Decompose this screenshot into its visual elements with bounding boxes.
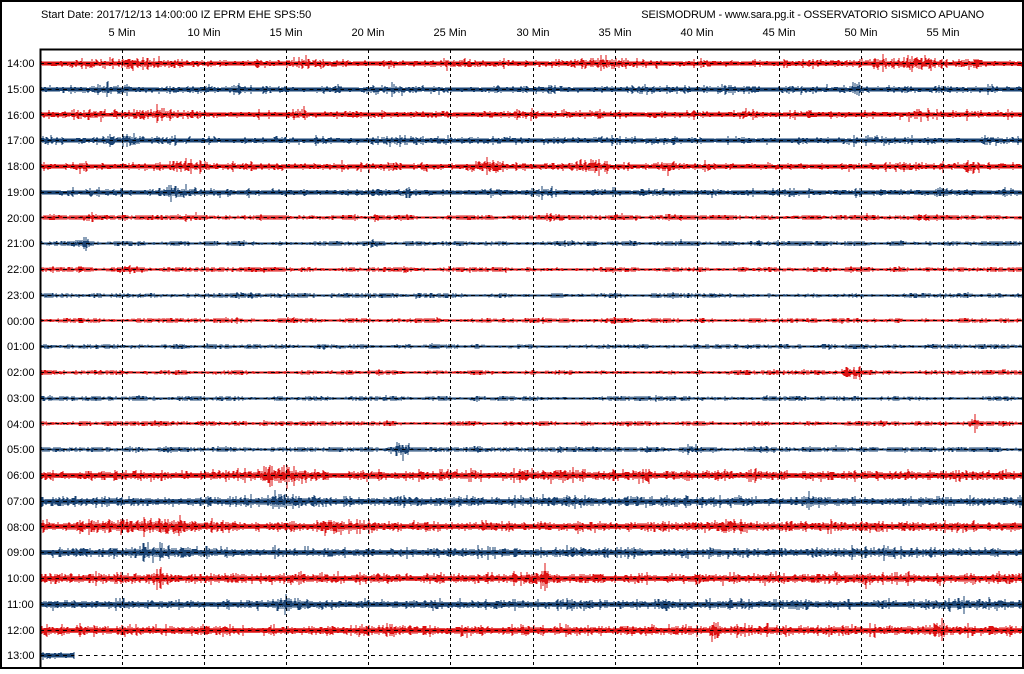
svg-text:01:00: 01:00	[7, 341, 35, 353]
svg-text:16:00: 16:00	[7, 110, 35, 122]
svg-text:06:00: 06:00	[7, 470, 35, 482]
svg-text:09:00: 09:00	[7, 547, 35, 559]
svg-text:20 Min: 20 Min	[351, 27, 384, 39]
svg-text:23:00: 23:00	[7, 290, 35, 302]
svg-text:05:00: 05:00	[7, 444, 35, 456]
svg-text:12:00: 12:00	[7, 625, 35, 637]
svg-text:20:00: 20:00	[7, 213, 35, 225]
svg-text:13:00: 13:00	[7, 650, 35, 662]
svg-text:55 Min: 55 Min	[926, 27, 959, 39]
svg-text:5 Min: 5 Min	[109, 27, 136, 39]
svg-text:18:00: 18:00	[7, 161, 35, 173]
svg-text:10 Min: 10 Min	[187, 27, 220, 39]
svg-text:14:00: 14:00	[7, 58, 35, 70]
svg-text:02:00: 02:00	[7, 367, 35, 379]
svg-text:08:00: 08:00	[7, 522, 35, 534]
svg-text:19:00: 19:00	[7, 187, 35, 199]
svg-text:SEISMODRUM - www.sara.pg.it -: SEISMODRUM - www.sara.pg.it - OSSERVATOR…	[641, 9, 984, 21]
svg-text:50 Min: 50 Min	[844, 27, 877, 39]
svg-text:00:00: 00:00	[7, 316, 35, 328]
svg-text:03:00: 03:00	[7, 393, 35, 405]
svg-text:30 Min: 30 Min	[516, 27, 549, 39]
svg-text:17:00: 17:00	[7, 135, 35, 147]
svg-text:45 Min: 45 Min	[762, 27, 795, 39]
svg-text:Start Date: 2017/12/13 14:00:0: Start Date: 2017/12/13 14:00:00 IZ EPRM …	[41, 9, 311, 21]
svg-text:07:00: 07:00	[7, 496, 35, 508]
svg-text:15 Min: 15 Min	[269, 27, 302, 39]
svg-text:11:00: 11:00	[7, 599, 34, 611]
svg-text:10:00: 10:00	[7, 573, 35, 585]
svg-text:35 Min: 35 Min	[598, 27, 631, 39]
svg-text:40 Min: 40 Min	[680, 27, 713, 39]
svg-text:21:00: 21:00	[7, 238, 35, 250]
svg-text:22:00: 22:00	[7, 264, 35, 276]
svg-text:15:00: 15:00	[7, 84, 35, 96]
svg-text:25 Min: 25 Min	[433, 27, 466, 39]
svg-text:04:00: 04:00	[7, 419, 35, 431]
